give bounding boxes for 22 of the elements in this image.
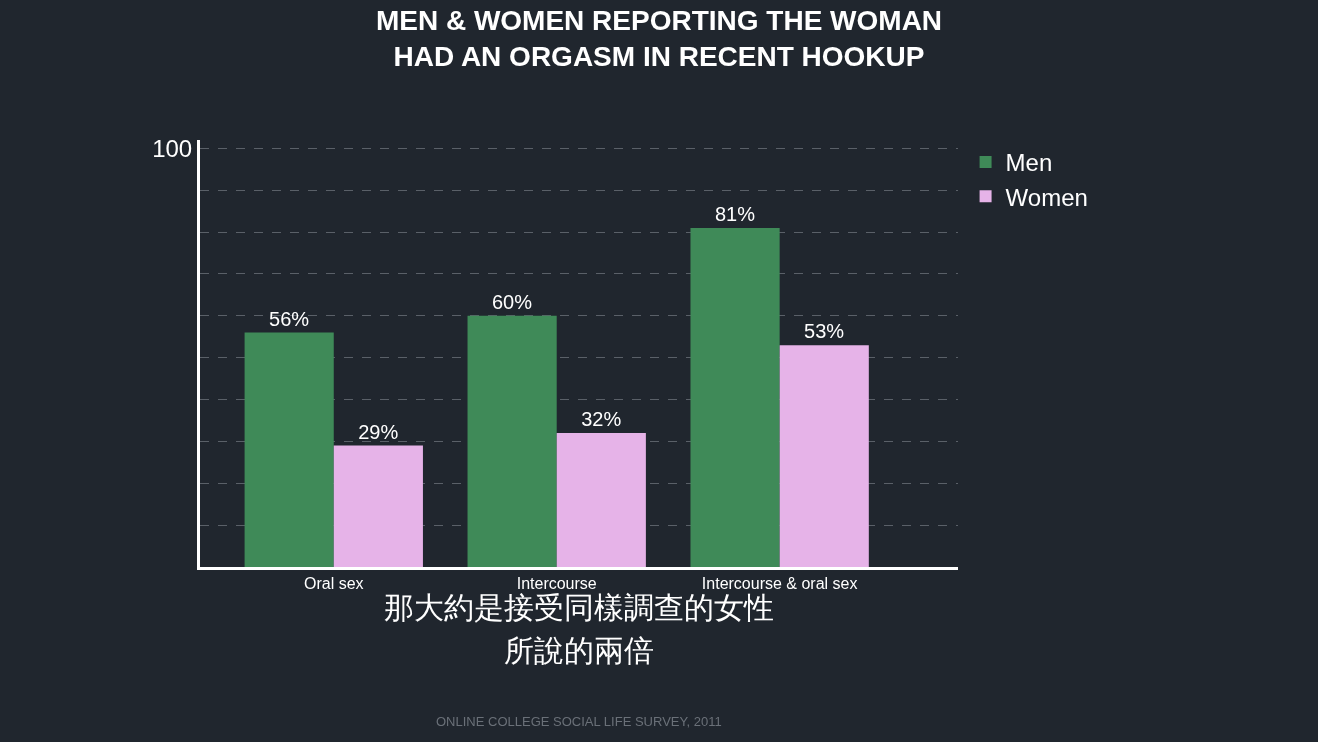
chart-title: MEN & WOMEN REPORTING THE WOMAN HAD AN ORGASM IN RECENT HOOKUP xyxy=(375,4,943,73)
data-label: 60% xyxy=(492,290,533,313)
data-label: 81% xyxy=(714,202,756,225)
bar xyxy=(467,315,557,567)
bar xyxy=(556,433,646,567)
x-tick-label: Intercourse xyxy=(516,575,597,593)
bar xyxy=(333,445,423,567)
bar xyxy=(244,332,334,567)
data-label: 32% xyxy=(581,408,622,431)
x-tick-label: Oral sex xyxy=(303,575,364,593)
text: 所說的兩倍 xyxy=(504,633,654,668)
text: 那大約是接受同樣調查的女性 xyxy=(384,590,774,625)
legend-label: Men xyxy=(1005,149,1053,177)
legend-label: Women xyxy=(1005,183,1088,211)
bar xyxy=(690,227,780,567)
text: ONLINE COLLEGE SOCIAL LIFE SURVEY, 2011 xyxy=(436,714,722,729)
x-tick-label: Intercourse & oral sex xyxy=(701,575,858,593)
bar xyxy=(779,345,869,567)
data-label: 29% xyxy=(358,420,399,443)
data-label: 56% xyxy=(269,307,310,330)
y-tick-label: 100 xyxy=(152,134,193,162)
data-label: 53% xyxy=(804,320,845,343)
